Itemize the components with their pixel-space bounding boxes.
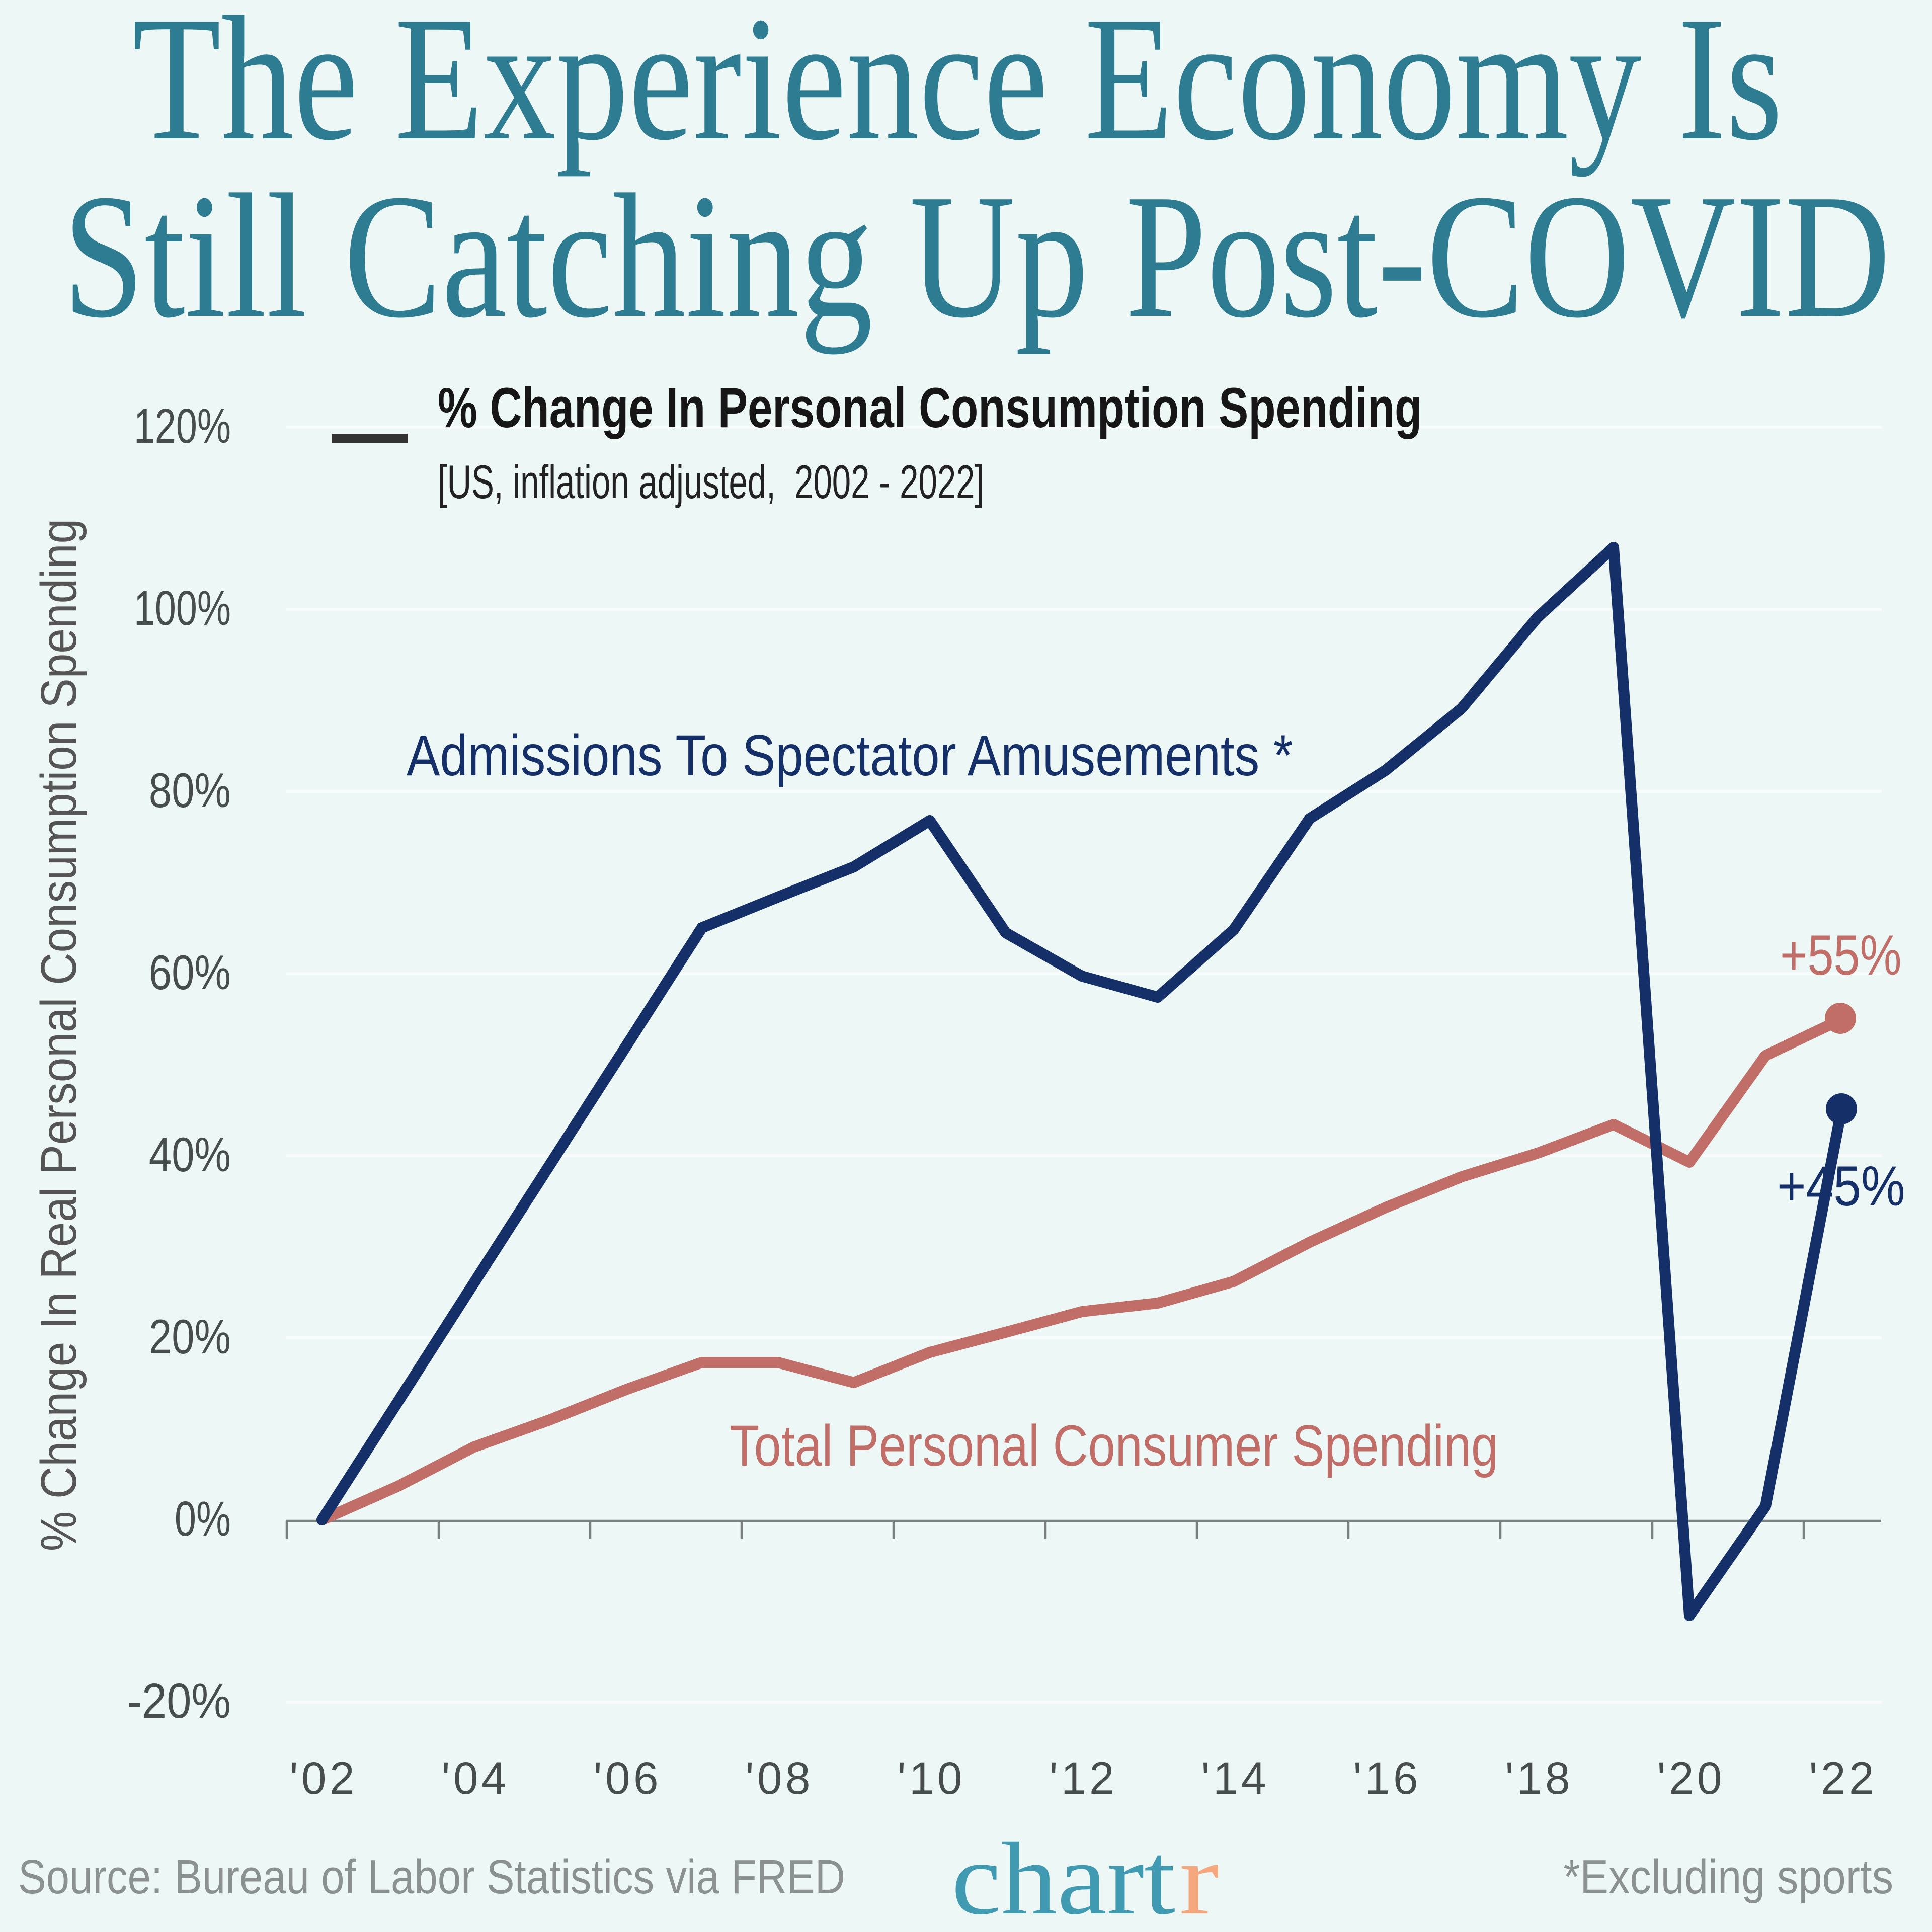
svg-text:% Change In Real Personal Cons: % Change In Real Personal Consumption Sp… (31, 519, 87, 1551)
svg-text:r: r (1179, 1822, 1219, 1932)
svg-text:Source: Bureau of Labor Statis: Source: Bureau of Labor Statistics via F… (18, 1850, 845, 1904)
svg-text:40%: 40% (149, 1127, 231, 1181)
svg-text:100%: 100% (134, 581, 231, 635)
svg-text:chart: chart (951, 1822, 1175, 1932)
svg-text:% Change In Personal Consumpti: % Change In Personal Consumption Spendin… (438, 377, 1422, 439)
svg-text:+55%: +55% (1780, 924, 1902, 987)
svg-text:20%: 20% (149, 1309, 231, 1363)
svg-text:120%: 120% (134, 399, 231, 453)
svg-text:Total Personal Consumer Spendi: Total Personal Consumer Spending (730, 1413, 1498, 1478)
svg-text:0%: 0% (175, 1491, 231, 1546)
svg-text:The Experience Economy Is: The Experience Economy Is (132, 0, 1783, 177)
svg-text:60%: 60% (149, 945, 231, 999)
svg-text:*Excluding sports: *Excluding sports (1563, 1850, 1893, 1904)
svg-text:-20%: -20% (127, 1673, 231, 1728)
svg-text:+45%: +45% (1777, 1155, 1905, 1218)
svg-text:[US, inflation adjusted, 2002: [US, inflation adjusted, 2002 - 2022] (438, 456, 984, 509)
svg-text:80%: 80% (149, 763, 231, 817)
svg-text:Admissions To Spectator Amusem: Admissions To Spectator Amusements * (407, 723, 1293, 787)
svg-text:Still Catching Up Post-COVID: Still Catching Up Post-COVID (63, 157, 1890, 355)
